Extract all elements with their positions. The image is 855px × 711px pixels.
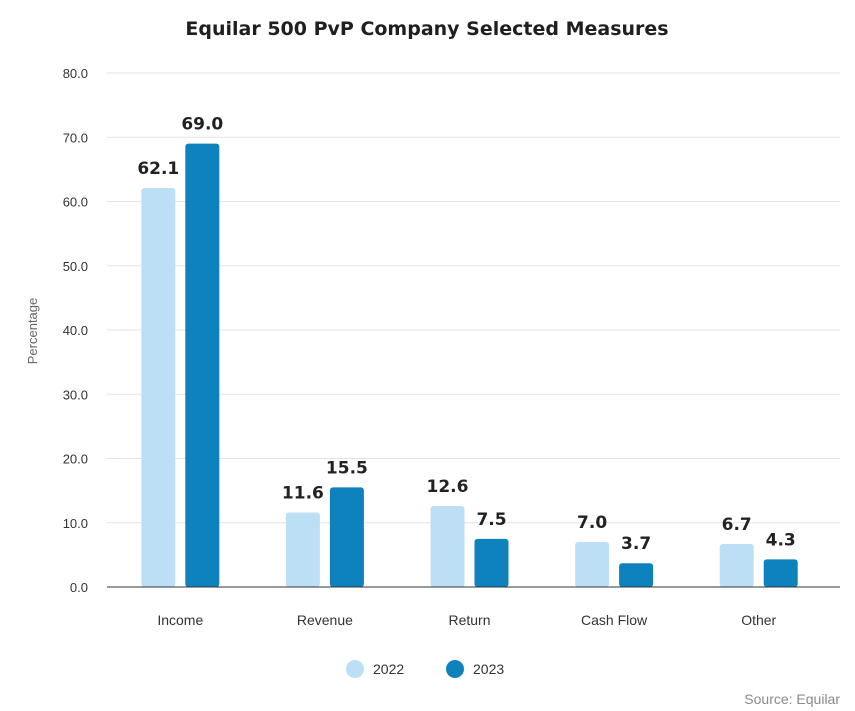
data-label: 11.6 xyxy=(282,483,324,503)
y-tick-label: 30.0 xyxy=(63,387,88,402)
data-label: 3.7 xyxy=(621,534,651,554)
data-label: 15.5 xyxy=(326,458,368,478)
data-label: 12.6 xyxy=(427,477,469,497)
data-label: 69.0 xyxy=(181,115,223,135)
data-labels: 62.1 69.0 11.615.5 12.6 7.5 7.0 3.7 6.7 4.3 xyxy=(137,115,795,555)
legend-swatch-2022 xyxy=(346,660,364,678)
data-label: 62.1 xyxy=(137,159,179,179)
bar-2023-revenue xyxy=(329,487,364,587)
bar-2022-return xyxy=(430,506,465,587)
data-label: 7.0 xyxy=(577,513,607,533)
chart-title: Equilar 500 PvP Company Selected Measure… xyxy=(185,18,668,40)
x-category-label: Cash Flow xyxy=(581,612,648,628)
bar-2023-cash-flow xyxy=(619,563,654,587)
source-note: Source: Equilar xyxy=(744,691,840,707)
y-tick-label: 0.0 xyxy=(70,580,88,595)
legend: 2022 2023 xyxy=(346,660,504,678)
x-axis-categories: Income Revenue Return Cash Flow Other xyxy=(157,612,776,628)
y-tick-label: 50.0 xyxy=(63,259,88,274)
x-category-label: Return xyxy=(448,612,490,628)
bar-2022-income xyxy=(141,188,176,587)
y-axis-ticks: 0.0 10.0 20.0 30.0 40.0 50.0 60.0 70.0 80.0 xyxy=(63,66,88,595)
bar-2022-cash-flow xyxy=(575,542,610,587)
bar-2022-other xyxy=(719,543,754,587)
x-category-label: Income xyxy=(157,612,203,628)
legend-swatch-2023 xyxy=(446,660,464,678)
y-tick-label: 20.0 xyxy=(63,452,88,467)
bars xyxy=(141,143,798,588)
legend-label: 2023 xyxy=(473,661,504,677)
data-label: 4.3 xyxy=(766,530,796,550)
legend-label: 2022 xyxy=(373,661,404,677)
bar-2023-other xyxy=(763,559,798,587)
x-category-label: Other xyxy=(741,612,776,628)
y-tick-label: 10.0 xyxy=(63,516,88,531)
y-axis-label: Percentage xyxy=(25,298,40,365)
y-tick-label: 60.0 xyxy=(63,195,88,210)
data-label: 6.7 xyxy=(722,515,752,535)
bar-2023-income xyxy=(185,143,220,588)
y-tick-label: 40.0 xyxy=(63,323,88,338)
bar-2022-revenue xyxy=(285,512,320,587)
x-category-label: Revenue xyxy=(297,612,353,628)
y-tick-label: 80.0 xyxy=(63,66,88,81)
data-label: 7.5 xyxy=(476,510,506,530)
gridlines xyxy=(107,72,840,524)
y-tick-label: 70.0 xyxy=(63,130,88,145)
bar-2023-return xyxy=(474,538,509,587)
